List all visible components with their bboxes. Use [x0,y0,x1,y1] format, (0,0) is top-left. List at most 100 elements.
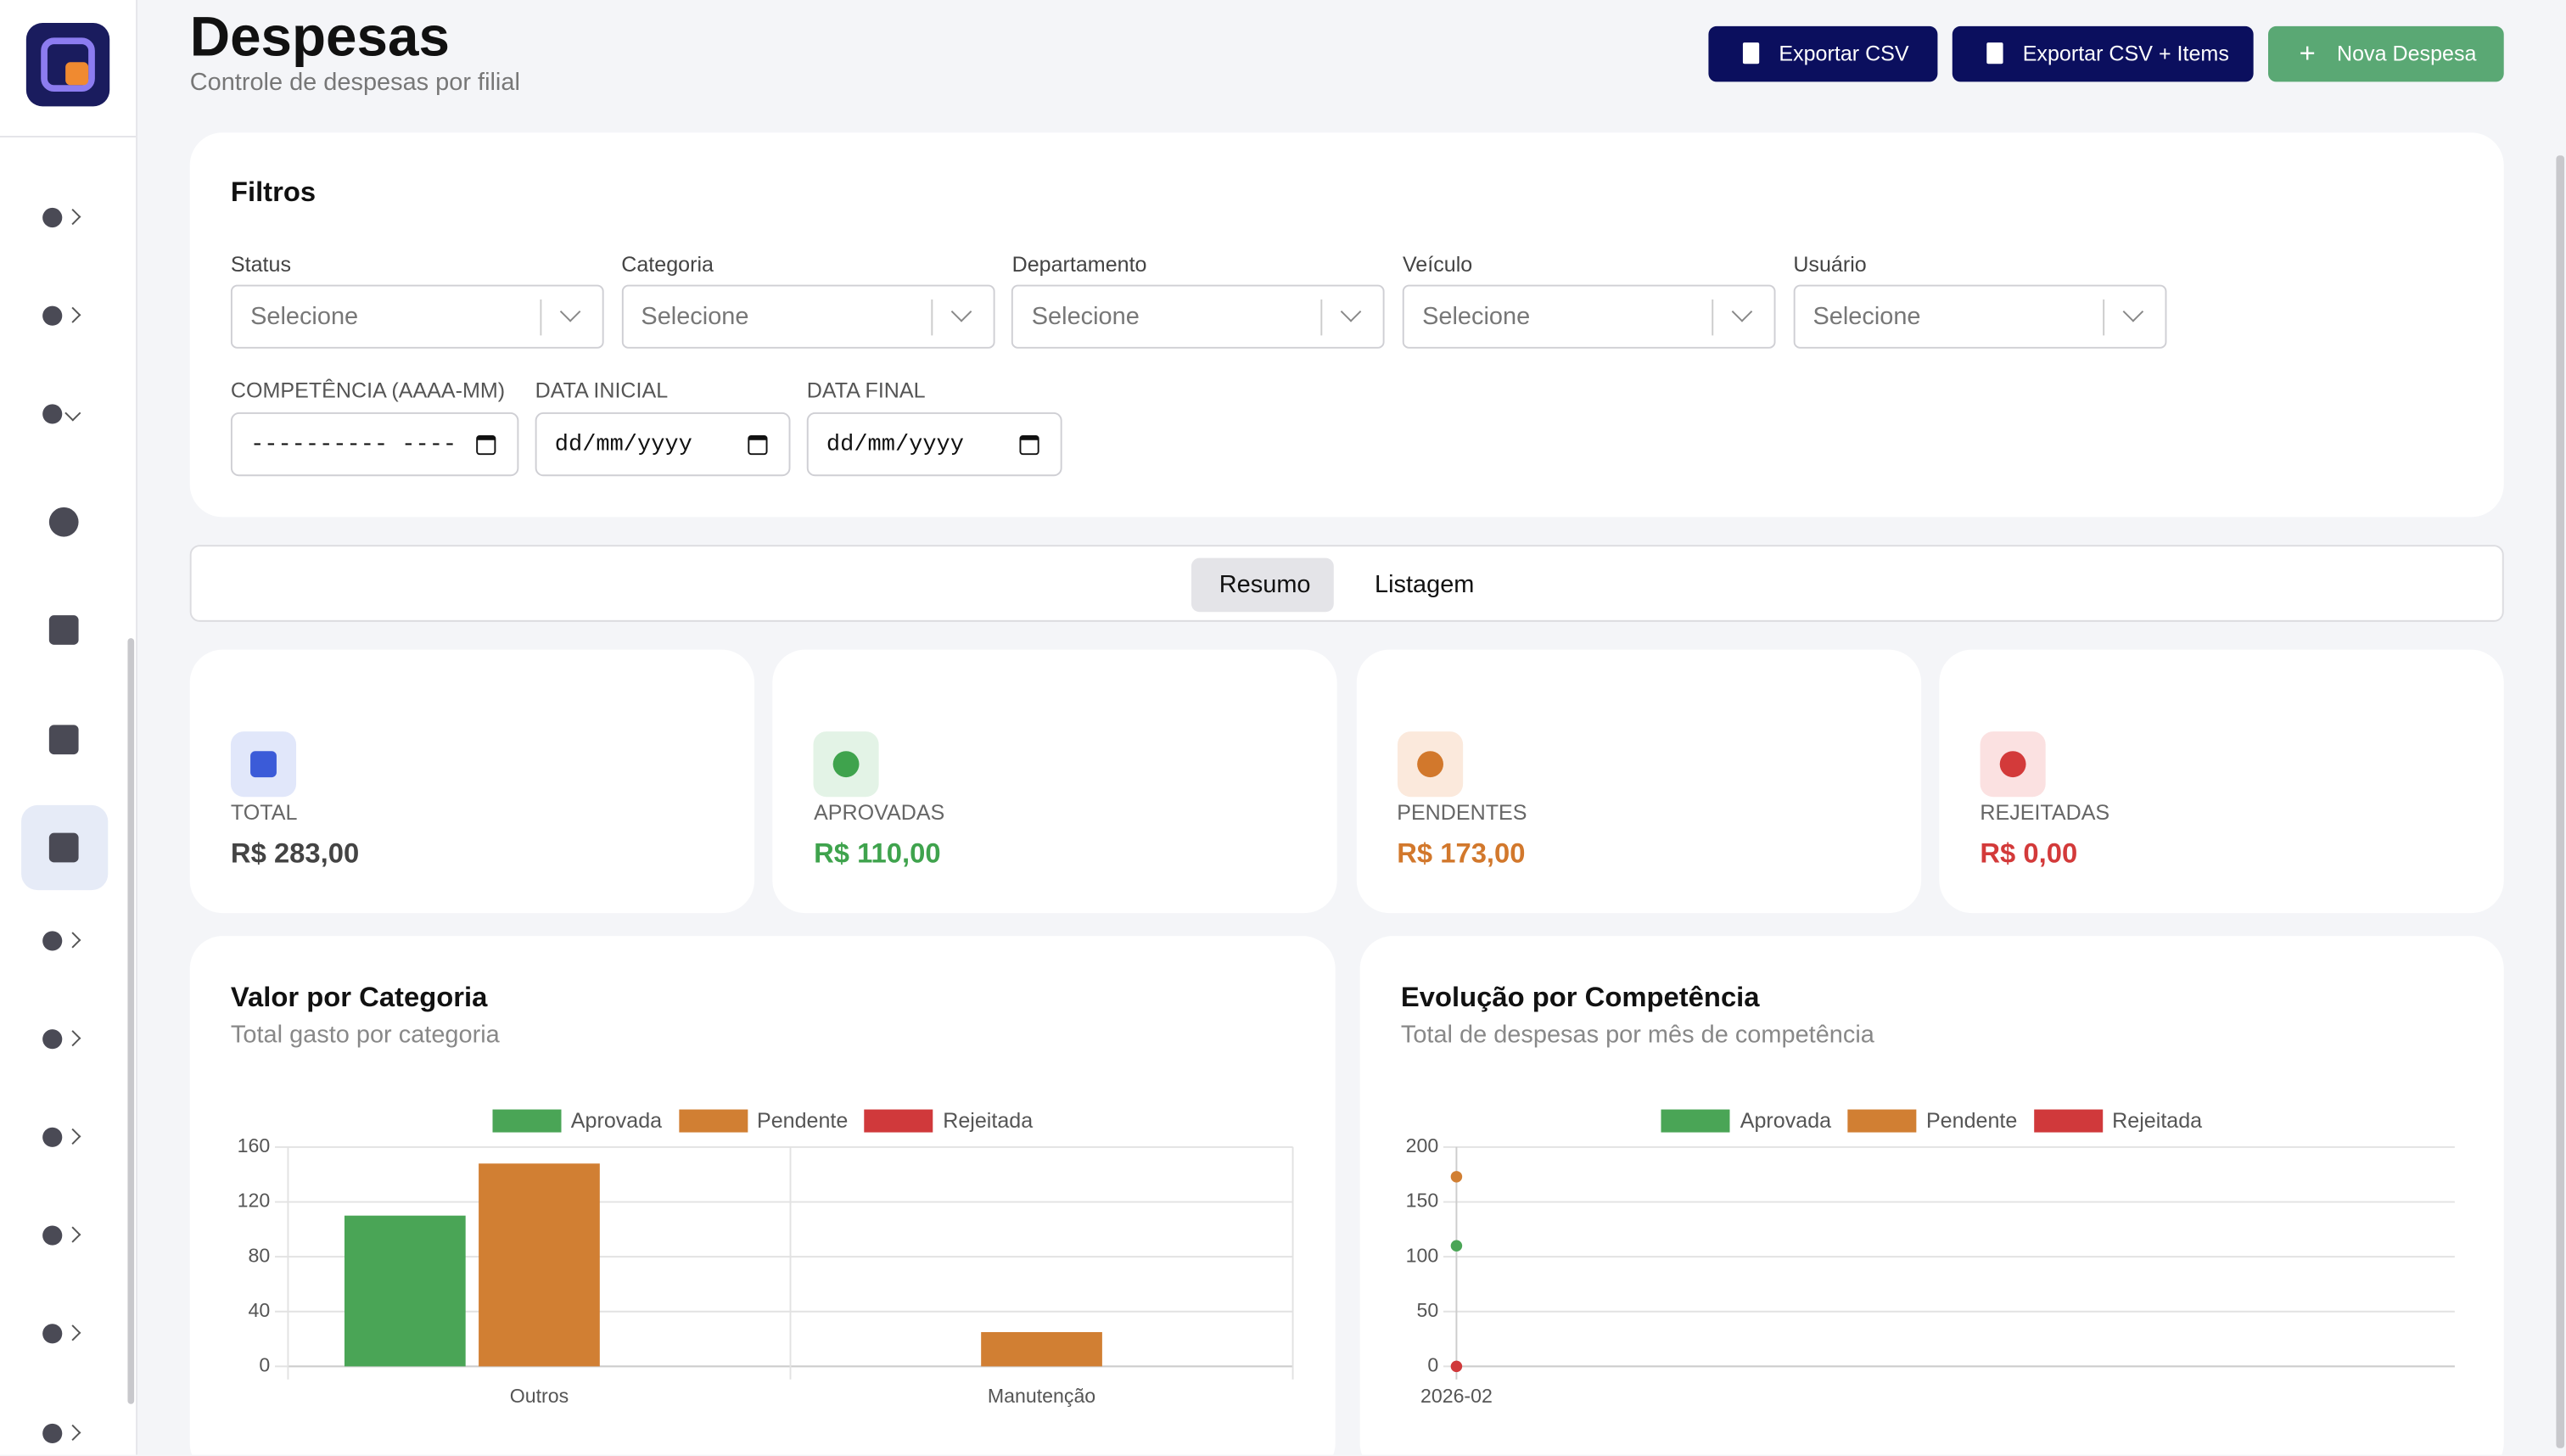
select-placeholder: Selecione [250,302,359,331]
nav-icon[interactable] [42,1423,63,1443]
action-label: Nova Despesa [2336,41,2477,66]
filters-title: Filtros [230,176,317,208]
select-separator [1321,299,1324,336]
tabs-bar: Resumo Listagem [189,545,2504,622]
stat-label: REJEITADAS [1980,800,2110,825]
legend: Aprovada Pendente Rejeitada [1360,1108,2504,1133]
tab[interactable]: Listagem [1374,571,1475,599]
stat-label: PENDENTES [1397,800,1527,825]
legend: Aprovada Pendente Rejeitada [190,1108,1336,1133]
legend-swatch [678,1108,748,1132]
filter-label: Usuário [1793,251,1867,277]
logo[interactable] [25,22,110,107]
select-separator [1712,299,1714,336]
nav-icon[interactable] [48,832,79,863]
stat-icon-box [814,731,880,798]
select-separator [930,299,933,336]
plus-icon: + [2299,37,2316,69]
legend-label: Aprovada [1740,1107,1832,1133]
stat-value: R$ 110,00 [814,837,941,870]
legend-label: Rejeitada [2112,1107,2203,1133]
nav-icon[interactable] [42,305,63,326]
select-chevron [559,301,581,322]
select[interactable]: Selecione [621,284,994,349]
select-placeholder: Selecione [1422,302,1531,331]
chart-title: Evolução por Competência [1400,982,1760,1013]
action-label: Exportar CSV + Items [2022,41,2229,66]
action-button[interactable]: Exportar CSV + Items [1952,25,2254,82]
filter-label: Veículo [1402,251,1473,277]
csv-icon [1986,42,2003,64]
legend-label: Pendente [1925,1107,2018,1133]
chart-subtitle: Total gasto por categoria [230,1021,500,1050]
calendar-icon [748,434,768,456]
sidebar-scrollbar [127,638,135,1404]
date-input[interactable]: ---------- ---- [230,412,519,477]
legend-item: Rejeitada [864,1108,1033,1133]
stat-value: R$ 0,00 [1980,837,2078,870]
nav-icon[interactable] [48,507,79,537]
nav-icon[interactable] [42,1324,63,1344]
stat-value: R$ 283,00 [230,837,360,870]
nav-icon[interactable] [42,1029,63,1050]
input-label: DATA INICIAL [535,378,669,403]
nav-icon[interactable] [42,1225,63,1246]
tab[interactable]: Resumo [1219,571,1311,599]
stat-card: APROVADAS R$ 110,00 [772,649,1338,914]
legend-swatch [864,1108,933,1132]
calendar-icon [476,434,496,456]
chart-card: Evolução por Competência Total de despesa… [1359,936,2504,1455]
stat-label: TOTAL [230,800,298,825]
action-button[interactable]: + Nova Despesa [2267,25,2504,82]
nav-icon[interactable] [42,404,63,424]
select-separator [540,299,542,336]
nav-icon[interactable] [42,1127,63,1147]
nav-icon[interactable] [42,207,63,228]
stat-card: REJEITADAS R$ 0,00 [1939,649,2504,914]
select[interactable]: Selecione [230,284,604,349]
action-button[interactable]: Exportar CSV [1708,25,1938,82]
select-chevron [2122,301,2143,322]
legend-item: Rejeitada [2033,1107,2203,1133]
legend-label: Pendente [756,1107,849,1133]
filter-label: Departamento [1011,251,1147,277]
stat-icon [250,751,277,778]
filters-card: Filtros Status Selecione Categoria Selecione… [189,132,2504,518]
page-scrollbar [2556,155,2565,1448]
sidebar-divider [0,136,137,137]
select[interactable]: Selecione [1402,284,1776,349]
select-chevron [1731,301,1753,322]
action-label: Exportar CSV [1779,41,1909,66]
date-input[interactable]: dd/mm/yyyy [535,412,791,477]
legend-item: Aprovada [1661,1108,1831,1133]
date-input-value: dd/mm/yyyy [826,432,964,458]
select-placeholder: Selecione [1812,302,1921,331]
stat-icon [1416,751,1443,778]
legend-item: Aprovada [492,1108,662,1133]
stat-icon-box [1397,731,1463,798]
page-subtitle: Controle de despesas por filial [189,68,520,97]
nav-icon[interactable] [48,725,79,755]
chart-card: Valor por Categoria Total gasto por categ… [189,936,1336,1455]
filter-label: Categoria [621,251,714,277]
nav-icon[interactable] [42,931,63,951]
logo-mark [41,37,95,92]
logo-accent [65,62,89,86]
tab-active-bg[interactable] [1191,557,1334,613]
stat-icon [1999,751,2026,778]
legend-swatch [1661,1108,1731,1132]
select[interactable]: Selecione [1011,284,1386,349]
legend-swatch [492,1108,562,1132]
calendar-icon [1019,434,1039,456]
filter-label: Status [230,251,292,277]
legend-item: Pendente [678,1108,848,1133]
csv-icon [1742,42,1760,64]
stat-label: APROVADAS [814,800,945,825]
select[interactable]: Selecione [1793,284,2167,349]
date-input[interactable]: dd/mm/yyyy [806,412,1062,477]
stat-value: R$ 173,00 [1397,837,1526,870]
select-placeholder: Selecione [641,302,749,331]
nav-icon[interactable] [48,615,79,645]
select-chevron [1341,301,1363,322]
